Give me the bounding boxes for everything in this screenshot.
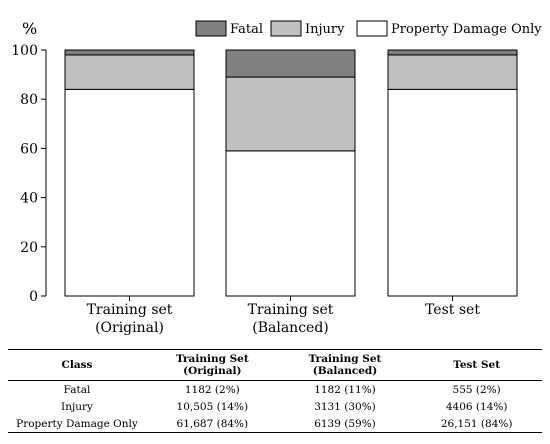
table-cell: 1182 (2%) <box>184 383 240 396</box>
bar-segment-injury <box>225 76 356 152</box>
y-axis-unit-label: % <box>22 19 37 38</box>
table-header-row: Class Training Set (Original) Training S… <box>8 349 542 381</box>
stacked-bar-chart: Fatal Injury Property Damage Only % 0 20 40 6… <box>11 19 542 336</box>
bar-segment-property-damage-only <box>225 150 356 297</box>
table-cell: 4406 (14%) <box>445 400 508 413</box>
x-tick-label: (Original) <box>95 320 164 336</box>
x-tick-label: Training set <box>87 302 173 318</box>
bar-segment-property-damage-only <box>64 88 195 297</box>
summary-table: Class Training Set (Original) Training S… <box>8 349 542 433</box>
bar-segment-injury <box>64 54 195 90</box>
table-cell: 3131 (30%) <box>314 400 376 413</box>
table-cell: 6139 (59%) <box>314 417 376 430</box>
x-tick-label: Training set <box>248 302 334 318</box>
table-row: Property Damage Only 61,687 (84%) 6139 (… <box>8 415 542 433</box>
table-cell: 61,687 (84%) <box>176 417 249 430</box>
legend-label: Property Damage Only <box>391 22 542 37</box>
legend-swatch <box>356 20 388 37</box>
legend-label: Injury <box>305 22 345 37</box>
y-axis: 0 20 40 60 80 100 <box>11 43 47 305</box>
bar-segment-fatal <box>64 49 195 56</box>
table-row: Injury 10,505 (14%) 3131 (30%) 4406 (14%… <box>8 398 542 415</box>
legend-swatch <box>270 20 302 37</box>
x-axis-labels: Training set (Original) Training set (Balan… <box>87 296 480 336</box>
y-tick-label: 40 <box>20 191 38 207</box>
table-cell: 26,151 (84%) <box>440 417 513 430</box>
table-cell: 1182 (11%) <box>314 383 376 396</box>
y-tick-label: 80 <box>20 92 38 108</box>
y-tick-label: 20 <box>20 240 38 256</box>
bar-segment-property-damage-only <box>387 88 518 297</box>
chart-legend: Fatal Injury Property Damage Only <box>195 20 542 37</box>
bar-segment-injury <box>387 54 518 90</box>
table-cell: Injury <box>61 400 93 413</box>
table-cell: Property Damage Only <box>16 417 138 430</box>
y-tick-label: 60 <box>20 141 38 157</box>
header-training-original: Training Set (Original) <box>175 353 249 378</box>
table-cell: 10,505 (14%) <box>176 400 249 413</box>
x-tick-label: (Balanced) <box>252 320 329 336</box>
table-cell: 555 (2%) <box>452 383 501 396</box>
legend-label: Fatal <box>230 22 263 37</box>
y-tick-label: 100 <box>11 43 38 59</box>
header-class: Class <box>61 359 93 372</box>
x-tick-label: Test set <box>425 302 480 318</box>
legend-swatch <box>195 20 227 37</box>
bars-group <box>64 49 518 297</box>
y-tick-label: 0 <box>29 289 38 305</box>
header-training-balanced: Training Set (Balanced) <box>308 353 382 378</box>
table-cell: Fatal <box>63 383 91 396</box>
bar-segment-fatal <box>225 49 356 78</box>
table-row: Fatal 1182 (2%) 1182 (11%) 555 (2%) <box>8 381 542 399</box>
bar-segment-fatal <box>387 49 518 56</box>
header-test-set: Test Set <box>453 359 501 372</box>
